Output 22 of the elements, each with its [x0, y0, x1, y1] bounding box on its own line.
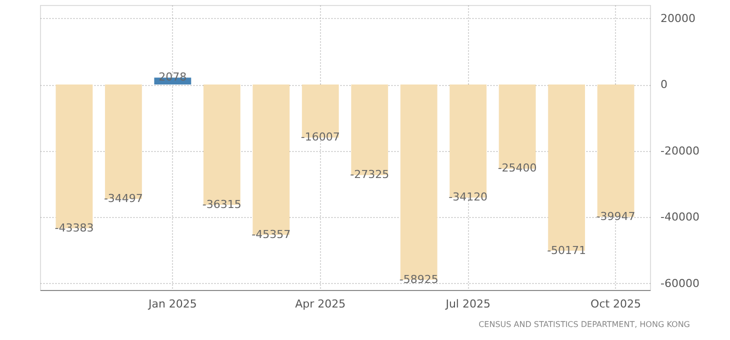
data-label: -27325	[350, 168, 390, 182]
data-label: -43383	[54, 221, 94, 234]
data-label: -34497	[104, 192, 143, 205]
data-label: -36315	[202, 198, 242, 211]
y-tick-label: 0	[660, 78, 668, 92]
data-label: 2078	[158, 70, 187, 84]
y-tick-label: -20000	[660, 144, 700, 158]
data-label: -25400	[498, 162, 537, 175]
x-tick-label: Apr 2025	[295, 298, 346, 310]
text: CENSUS AND STATISTICS DEPARTMENT, HONG KONG	[478, 320, 690, 329]
data-label: -34120	[448, 190, 488, 204]
y-tick-label: -40000	[660, 210, 700, 224]
data-label: -50171	[547, 244, 586, 257]
data-label: -16007	[300, 130, 340, 144]
x-tick-label: Jan 2025	[147, 298, 197, 310]
y-tick-label: 20000	[660, 12, 696, 25]
data-label: -58925	[399, 272, 438, 286]
x-tick-label: Jul 2025	[444, 298, 490, 310]
y-tick-label: -60000	[660, 276, 700, 290]
x-tick-label: Oct 2025	[590, 298, 642, 310]
data-label: -45357	[252, 228, 291, 241]
data-label: -39947	[596, 210, 636, 223]
